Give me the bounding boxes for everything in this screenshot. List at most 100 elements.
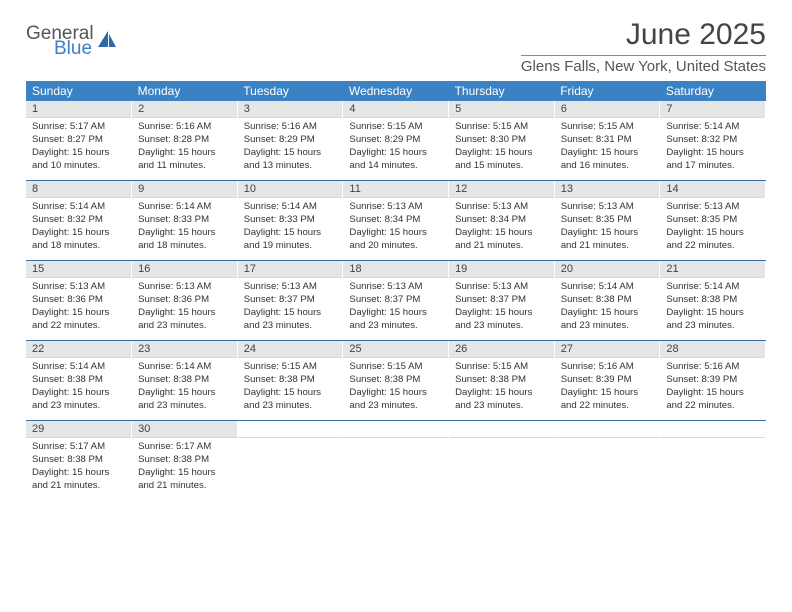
daylight-line: Daylight: 15 hours and 21 minutes. [455,227,532,251]
day-number: 12 [449,181,554,198]
day-body: Sunrise: 5:16 AMSunset: 8:39 PMDaylight:… [555,358,660,420]
day-number: 11 [343,181,448,198]
brand-logo: General Blue [26,24,118,58]
day-body: Sunrise: 5:17 AMSunset: 8:38 PMDaylight:… [26,438,131,500]
calendar-day-cell: 27Sunrise: 5:16 AMSunset: 8:39 PMDayligh… [554,341,660,421]
day-number: 14 [660,181,765,198]
day-number: 3 [238,101,343,118]
sunset-line: Sunset: 8:33 PM [244,214,315,225]
dayhead-friday: Friday [554,81,660,101]
daylight-line: Daylight: 15 hours and 11 minutes. [138,147,215,171]
sunset-line: Sunset: 8:37 PM [349,294,420,305]
day-body: Sunrise: 5:17 AMSunset: 8:27 PMDaylight:… [26,118,131,180]
month-title: June 2025 [521,18,766,51]
sunrise-line: Sunrise: 5:15 AM [561,121,634,132]
sunrise-line: Sunrise: 5:13 AM [455,201,528,212]
day-number: 27 [555,341,660,358]
day-number: 30 [132,421,237,438]
calendar-day-cell: 25 Sunrise: 5:15 AM Sunset: 8:38 PM Dayligh… [343,341,449,421]
day-body: Sunrise: 5:15 AMSunset: 8:38 PMDaylight:… [449,358,554,420]
sunset-line: Sunset: 8:35 PM [666,214,737,225]
calendar-day-cell: 9Sunrise: 5:14 AMSunset: 8:33 PMDaylight… [132,181,238,261]
calendar-day-cell: 5Sunrise: 5:15 AMSunset: 8:30 PMDaylight… [449,101,555,181]
sunrise-line: Sunrise: 5:14 AM [32,201,105,212]
day-number: 5 [449,101,554,118]
sunset-line: Sunset: 8:36 PM [138,294,209,305]
day-number: 23 [132,341,237,358]
sunset-line: Sunset: 8:39 PM [561,374,632,385]
sunrise-line: Sunrise: 5:17 AM [138,441,211,452]
daylight-line: Daylight: 15 hours and 23 minutes. [349,307,426,331]
sunset-line: Sunset: 8:38 PM [32,374,103,385]
day-body: Sunrise: 5:13 AMSunset: 8:36 PMDaylight:… [132,278,237,340]
calendar-day-cell [660,421,766,501]
day-body: Sunrise: 5:14 AMSunset: 8:38 PMDaylight:… [555,278,660,340]
sunrise-line: Sunrise: 5:14 AM [138,361,211,372]
sunset-line: Sunset: 8:32 PM [32,214,103,225]
daylight-line: Daylight: 15 hours and 22 minutes. [666,387,743,411]
sunrise-line: Sunrise: 5:15 AM [349,361,422,372]
daylight-line: Daylight: 15 hours and 23 minutes. [455,307,532,331]
day-body: Sunrise: 5:17 AMSunset: 8:38 PMDaylight:… [132,438,237,500]
day-body: Sunrise: 5:15 AMSunset: 8:31 PMDaylight:… [555,118,660,180]
sunset-line: Sunset: 8:38 PM [561,294,632,305]
day-body: Sunrise: 5:13 AMSunset: 8:37 PMDaylight:… [343,278,448,340]
day-number: 15 [26,261,131,278]
day-body: Sunrise: 5:14 AMSunset: 8:38 PMDaylight:… [660,278,765,340]
day-body: Sunrise: 5:13 AMSunset: 8:34 PMDaylight:… [449,198,554,260]
day-number: 13 [555,181,660,198]
calendar-grid: Sunday Monday Tuesday Wednesday Thursday… [26,81,766,500]
day-number: 17 [238,261,343,278]
calendar-day-cell: 17Sunrise: 5:13 AMSunset: 8:37 PMDayligh… [237,261,343,341]
calendar-day-cell: 26Sunrise: 5:15 AMSunset: 8:38 PMDayligh… [449,341,555,421]
calendar-day-cell: 23Sunrise: 5:14 AMSunset: 8:38 PMDayligh… [132,341,238,421]
day-number: 9 [132,181,237,198]
dayhead-saturday: Saturday [660,81,766,101]
daylight-line: Daylight: 15 hours and 22 minutes. [666,227,743,251]
day-number: 29 [26,421,131,438]
sunrise-line: Sunrise: 5:15 AM [244,361,317,372]
location-text: Glens Falls, New York, United States [521,58,766,75]
sunset-line: Sunset: 8:33 PM [138,214,209,225]
day-body: Sunrise: 5:16 AMSunset: 8:39 PMDaylight:… [660,358,765,420]
day-body: Sunrise: 5:13 AMSunset: 8:35 PMDaylight:… [555,198,660,260]
sunrise-line: Sunrise: 5:14 AM [138,201,211,212]
sunset-line: Sunset: 8:38 PM [349,374,420,385]
sunrise-line: Sunrise: 5:13 AM [138,281,211,292]
day-body: Sunrise: 5:14 AMSunset: 8:38 PMDaylight:… [132,358,237,420]
day-number: 16 [132,261,237,278]
sunset-line: Sunset: 8:34 PM [349,214,420,225]
day-number: 28 [660,341,765,358]
day-number: 10 [238,181,343,198]
sunset-line: Sunset: 8:37 PM [244,294,315,305]
calendar-day-cell: 14Sunrise: 5:13 AMSunset: 8:35 PMDayligh… [660,181,766,261]
calendar-day-cell [449,421,555,501]
day-body: Sunrise: 5:13 AMSunset: 8:35 PMDaylight:… [660,198,765,260]
calendar-day-cell: 1Sunrise: 5:17 AMSunset: 8:27 PMDaylight… [26,101,132,181]
day-body: Sunrise: 5:13 AMSunset: 8:36 PMDaylight:… [26,278,131,340]
calendar-day-cell [343,421,449,501]
calendar-day-cell: 21Sunrise: 5:14 AMSunset: 8:38 PMDayligh… [660,261,766,341]
calendar-day-cell: 28Sunrise: 5:16 AMSunset: 8:39 PMDayligh… [660,341,766,421]
sunset-line: Sunset: 8:28 PM [138,134,209,145]
sunset-line: Sunset: 8:30 PM [455,134,526,145]
calendar-day-cell [554,421,660,501]
day-number: 8 [26,181,131,198]
daylight-line: Daylight: 15 hours and 22 minutes. [561,387,638,411]
sunset-line: Sunset: 8:38 PM [666,294,737,305]
daylight-line: Daylight: 15 hours and 21 minutes. [32,467,109,491]
daylight-line: Daylight: 15 hours and 23 minutes. [349,387,426,411]
daylight-line: Daylight: 15 hours and 16 minutes. [561,147,638,171]
calendar-day-cell: 20Sunrise: 5:14 AMSunset: 8:38 PMDayligh… [554,261,660,341]
day-body: Sunrise: 5:14 AMSunset: 8:33 PMDaylight:… [132,198,237,260]
daylight-line: Daylight: 15 hours and 15 minutes. [455,147,532,171]
sunset-line: Sunset: 8:38 PM [455,374,526,385]
sunset-line: Sunset: 8:36 PM [32,294,103,305]
sunset-line: Sunset: 8:32 PM [666,134,737,145]
daylight-line: Daylight: 15 hours and 13 minutes. [244,147,321,171]
title-separator [521,55,766,56]
calendar-day-cell: 15Sunrise: 5:13 AMSunset: 8:36 PMDayligh… [26,261,132,341]
day-number: 4 [343,101,448,118]
calendar-week-row: 15Sunrise: 5:13 AMSunset: 8:36 PMDayligh… [26,261,766,341]
day-number: 25 [343,341,448,358]
